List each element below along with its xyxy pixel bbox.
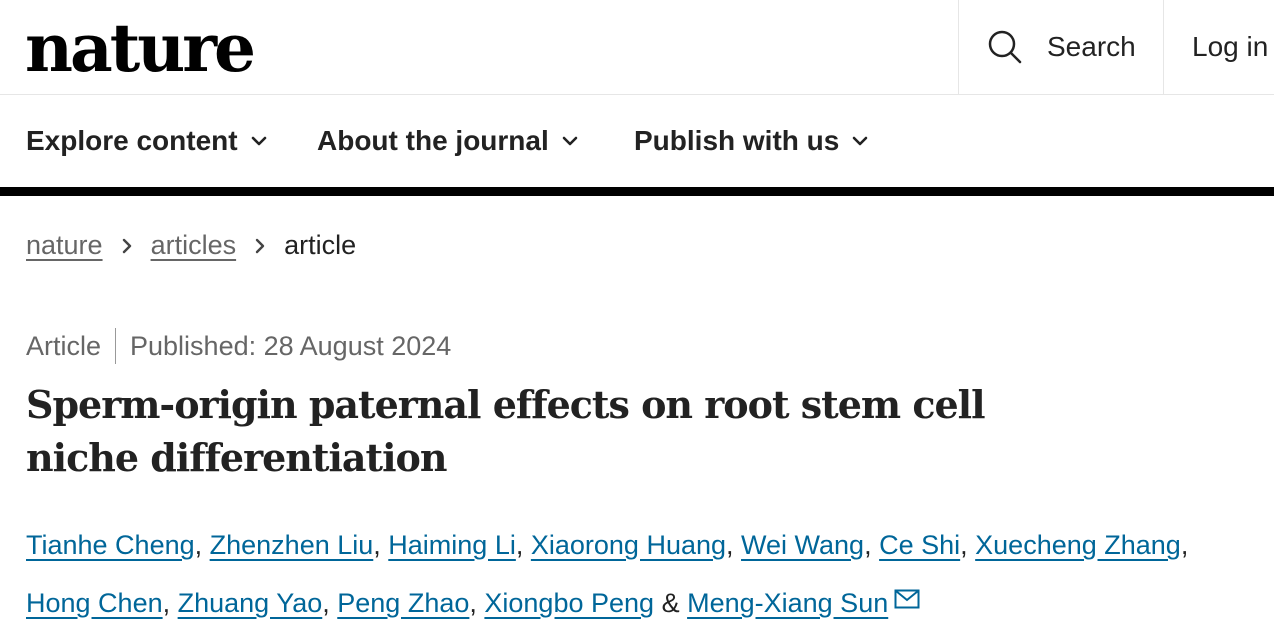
site-header: nature Search Log in — [0, 0, 1274, 95]
article-meta: Article Published: 28 August 2024 — [26, 328, 451, 364]
breadcrumb-current: article — [284, 230, 357, 260]
search-label: Search — [1047, 31, 1136, 62]
nav-item-label: About the journal — [317, 125, 549, 156]
nav-publish-with-us[interactable]: Publish with us — [634, 95, 869, 187]
chevron-down-icon — [561, 135, 579, 147]
chevron-down-icon — [851, 135, 869, 147]
breadcrumb-link-nature[interactable]: nature — [26, 230, 103, 260]
breadcrumb: nature articles article — [26, 230, 356, 261]
login-button[interactable]: Log in — [1163, 0, 1274, 94]
author-link[interactable]: Zhenzhen Liu — [209, 530, 374, 560]
author-conjunction: & — [661, 588, 680, 618]
author-link[interactable]: Xiongbo Peng — [484, 588, 655, 618]
search-button[interactable]: Search — [958, 0, 1163, 94]
author-link[interactable]: Zhuang Yao — [177, 588, 323, 618]
author-link[interactable]: Peng Zhao — [337, 588, 470, 618]
main-nav: Explore content About the journal Publis… — [0, 95, 1274, 187]
published-date: Published: 28 August 2024 — [130, 330, 452, 361]
chevron-down-icon — [250, 135, 268, 147]
author-link[interactable]: Xuecheng Zhang — [975, 530, 1181, 560]
login-label: Log in — [1192, 31, 1269, 62]
nav-about-the-journal[interactable]: About the journal — [317, 95, 579, 187]
chevron-right-icon — [254, 237, 266, 255]
author-link[interactable]: Wei Wang — [741, 530, 865, 560]
breadcrumb-link-articles[interactable]: articles — [150, 230, 237, 260]
nav-explore-content[interactable]: Explore content — [26, 95, 268, 187]
author-link[interactable]: Haiming Li — [388, 530, 516, 560]
author-link[interactable]: Hong Chen — [26, 588, 163, 618]
meta-divider — [115, 328, 117, 364]
nav-item-label: Publish with us — [634, 125, 840, 156]
article-type: Article — [26, 330, 102, 361]
author-link[interactable]: Ce Shi — [879, 530, 961, 560]
chevron-right-icon — [121, 237, 133, 255]
author-link-corresponding[interactable]: Meng-Xiang Sun — [687, 588, 889, 618]
mail-icon[interactable] — [894, 573, 920, 628]
author-link[interactable]: Xiaorong Huang — [530, 530, 727, 560]
nav-item-label: Explore content — [26, 125, 238, 156]
header-rule — [0, 187, 1274, 196]
search-icon — [987, 29, 1023, 65]
author-link[interactable]: Tianhe Cheng — [26, 530, 195, 560]
article-title: Sperm-origin paternal effects on root st… — [26, 382, 986, 480]
author-list: Tianhe Cheng, Zhenzhen Liu, Haiming Li, … — [26, 518, 1266, 631]
nature-logo[interactable]: nature — [25, 9, 256, 87]
